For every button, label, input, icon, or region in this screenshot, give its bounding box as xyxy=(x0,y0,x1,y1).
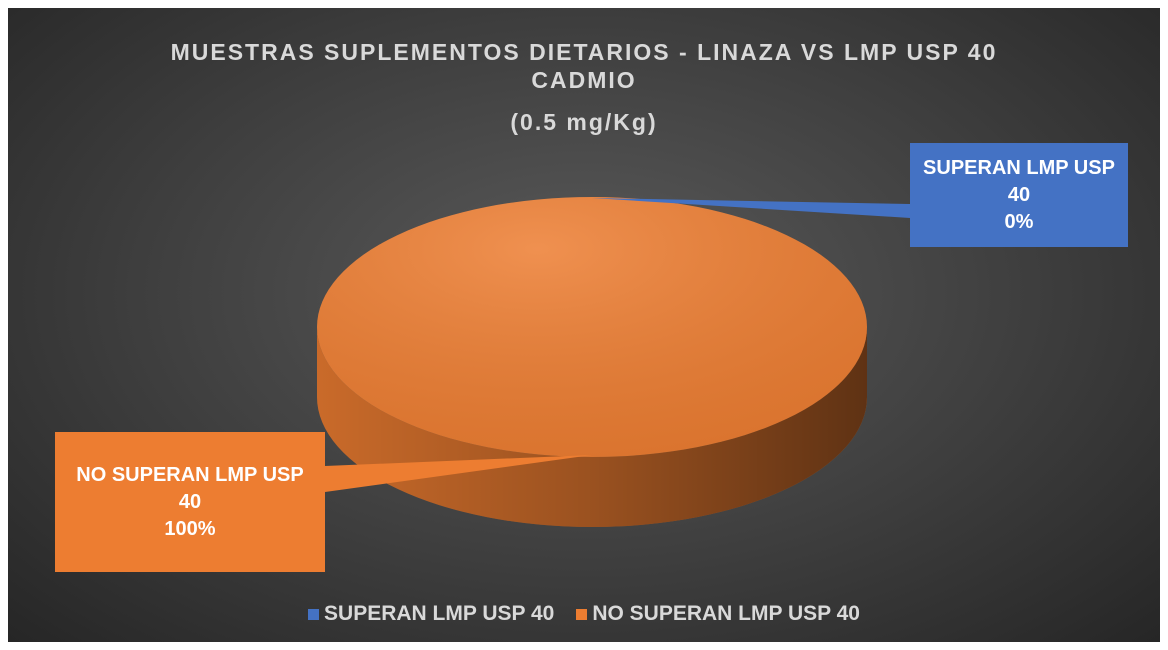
legend-item: SUPERAN LMP USP 40 xyxy=(308,602,554,626)
legend-swatch xyxy=(576,608,588,620)
chart-plot xyxy=(317,197,910,527)
chart-subtitle: (0.5 mg/Kg) xyxy=(510,109,658,135)
leader-line xyxy=(325,455,592,492)
legend-label: SUPERAN LMP USP 40 xyxy=(324,602,555,625)
data-label: NO SUPERAN LMP USP 40 100% xyxy=(55,432,325,572)
data-label-value: 100% xyxy=(164,517,216,540)
chart-title: MUESTRAS SUPLEMENTOS DIETARIOS - LINAZA … xyxy=(170,39,998,93)
legend-item: NO SUPERAN LMP USP 40 xyxy=(576,602,860,626)
leader-line xyxy=(592,198,910,218)
data-label-category: NO SUPERAN LMP USP 40 xyxy=(76,463,304,513)
pie-top-shade xyxy=(317,197,867,457)
data-label-category: SUPERAN LMP USP 40 xyxy=(923,156,1115,206)
legend-swatch xyxy=(308,608,320,620)
legend: SUPERAN LMP USP 40 NO SUPERAN LMP USP 40 xyxy=(8,602,1160,626)
pie-side-shade xyxy=(317,327,867,527)
chart: MUESTRAS SUPLEMENTOS DIETARIOS - LINAZA … xyxy=(8,8,1160,642)
data-label: SUPERAN LMP USP 40 0% xyxy=(910,143,1128,247)
data-label-value: 0% xyxy=(1004,210,1034,233)
legend-label: NO SUPERAN LMP USP 40 xyxy=(592,602,860,625)
